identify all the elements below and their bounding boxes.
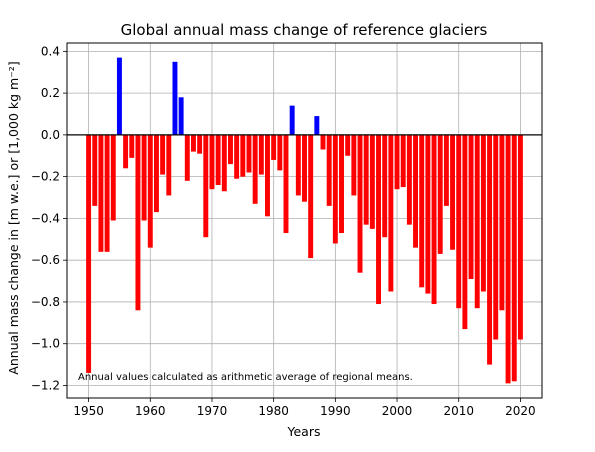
bar-1978 xyxy=(258,134,264,175)
bar-1952 xyxy=(98,134,104,252)
bar-1995 xyxy=(363,134,369,225)
y-axis-label: Annual mass change in [m w.e.] or [1,000… xyxy=(6,61,21,374)
bar-1982 xyxy=(283,134,289,234)
bar-1954 xyxy=(110,134,116,221)
bar-2015 xyxy=(487,134,493,365)
bar-1974 xyxy=(234,134,240,179)
bar-1969 xyxy=(203,134,209,238)
bar-2018 xyxy=(505,134,511,384)
bar-1958 xyxy=(135,134,141,311)
y-tick-label: 0.4 xyxy=(41,44,60,58)
bar-2016 xyxy=(493,134,499,340)
bar-1973 xyxy=(228,134,233,165)
y-tick-label: −1.2 xyxy=(31,378,60,392)
bar-1964 xyxy=(172,61,178,135)
bar-2004 xyxy=(419,134,425,288)
bar-2001 xyxy=(400,134,406,188)
x-tick-label: 1990 xyxy=(320,404,351,418)
bar-1971 xyxy=(215,134,221,185)
bar-1985 xyxy=(302,134,307,202)
bar-1979 xyxy=(265,134,270,217)
plot-frame xyxy=(66,42,543,399)
bar-2009 xyxy=(450,134,456,250)
bar-1976 xyxy=(246,134,252,173)
bar-2000 xyxy=(394,134,400,190)
bar-1955 xyxy=(116,57,122,135)
bar-1983 xyxy=(289,105,295,135)
bar-1988 xyxy=(320,134,326,150)
x-axis-label: Years xyxy=(287,424,321,439)
bar-2012 xyxy=(468,134,474,279)
x-tick-label: 1950 xyxy=(73,404,104,418)
bar-2020 xyxy=(517,134,523,340)
bar-1989 xyxy=(326,134,332,206)
bar-2011 xyxy=(462,134,468,330)
bar-1966 xyxy=(184,134,190,181)
bar-1990 xyxy=(332,134,338,244)
bar-2013 xyxy=(474,134,480,309)
bar-1959 xyxy=(141,134,147,221)
bar-1977 xyxy=(252,134,258,204)
bar-1997 xyxy=(376,134,381,305)
y-tick-label: −0.6 xyxy=(31,253,60,267)
bar-2008 xyxy=(443,134,449,206)
y-tick-label: −0.8 xyxy=(31,295,60,309)
bar-1968 xyxy=(197,134,203,154)
bar-1963 xyxy=(166,134,172,196)
bar-1951 xyxy=(92,134,98,206)
bar-1986 xyxy=(308,134,314,259)
x-tick-label: 2010 xyxy=(443,404,474,418)
bar-1953 xyxy=(104,134,110,252)
bar-1975 xyxy=(240,134,246,177)
bar-1970 xyxy=(209,134,215,190)
bar-1956 xyxy=(123,134,129,169)
y-tick-label: −0.2 xyxy=(31,170,60,184)
bar-1957 xyxy=(129,134,135,158)
bar-2014 xyxy=(480,134,486,292)
bar-1980 xyxy=(271,134,277,160)
bar-1961 xyxy=(153,134,159,213)
bar-1965 xyxy=(178,97,184,135)
bar-2002 xyxy=(406,134,412,225)
axis-ticks: 1950 1960 1970 1980 1990 2000 2010 2020 0.4 0.2 0.… xyxy=(31,44,536,418)
bar-1987 xyxy=(314,116,320,135)
x-tick-label: 2020 xyxy=(505,404,536,418)
bar-2007 xyxy=(437,134,443,254)
y-tick-label: 0.0 xyxy=(41,128,60,142)
bar-2006 xyxy=(431,134,437,305)
bar-1992 xyxy=(345,134,351,156)
y-tick-label: −0.4 xyxy=(31,211,60,225)
y-tick-label: −1.0 xyxy=(31,337,60,351)
x-tick-label: 1970 xyxy=(197,404,228,418)
bar-1998 xyxy=(382,134,388,238)
bar-2017 xyxy=(499,134,505,311)
bar-1960 xyxy=(147,134,153,248)
bar-1991 xyxy=(339,134,344,234)
bar-1967 xyxy=(190,134,196,152)
bar-1962 xyxy=(160,134,166,175)
x-tick-label: 1960 xyxy=(135,404,166,418)
bar-2003 xyxy=(413,134,419,248)
bar-2019 xyxy=(511,134,517,382)
bar-2010 xyxy=(456,134,462,309)
bar-1999 xyxy=(388,134,394,292)
bar-1984 xyxy=(295,134,301,196)
bar-1981 xyxy=(277,134,283,171)
bars xyxy=(86,57,523,384)
bar-1972 xyxy=(221,134,227,192)
x-tick-label: 1980 xyxy=(258,404,289,418)
y-tick-label: 0.2 xyxy=(41,86,60,100)
chart-annotation: Annual values calculated as arithmetic a… xyxy=(78,372,413,383)
bar-1996 xyxy=(369,134,375,229)
chart-title: Global annual mass change of reference g… xyxy=(121,21,488,39)
bar-1950 xyxy=(86,134,92,373)
x-tick-label: 2000 xyxy=(382,404,413,418)
bar-1994 xyxy=(357,134,363,273)
bar-2005 xyxy=(425,134,431,294)
bar-1993 xyxy=(351,134,357,196)
